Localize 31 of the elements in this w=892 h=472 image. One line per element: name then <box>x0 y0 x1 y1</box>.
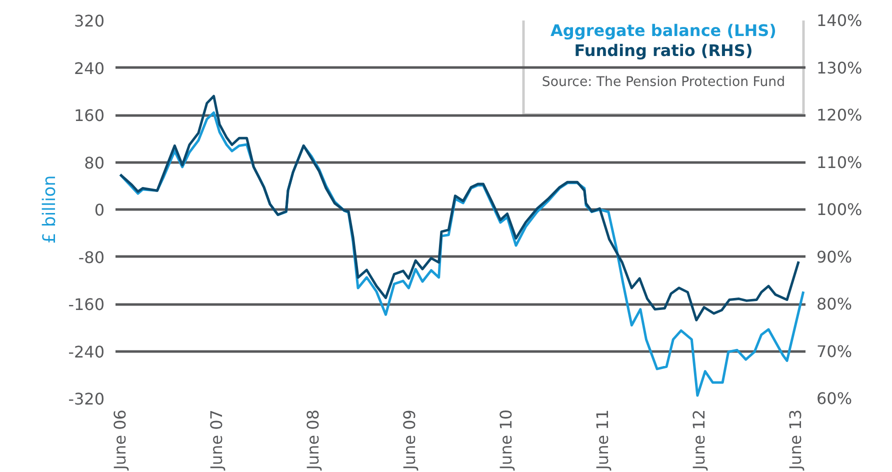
x-tick-label: June 09 <box>400 409 420 471</box>
y-tick-label: 80 <box>84 153 104 172</box>
y-axis-title: £ billion <box>40 175 60 244</box>
y2-tick-label: 110% <box>816 152 862 172</box>
y2-tick-label: 140% <box>816 11 862 30</box>
y2-tick-label: 60% <box>816 389 852 408</box>
x-tick-label: June 13 <box>786 409 805 471</box>
text: Funding ratio (RHS) <box>574 41 753 60</box>
x-tick-label: June 12 <box>690 409 709 471</box>
y2-tick-label: 120% <box>816 106 862 124</box>
annotation: Source: The Pension Protection Fund <box>542 75 786 90</box>
x-tick-label: June 11 <box>592 409 612 471</box>
line-series <box>119 94 800 322</box>
y-tick-label: 160 <box>74 106 105 125</box>
x-tick-label: June 06 <box>110 409 130 471</box>
y2-tick-label: 80% <box>816 294 852 314</box>
y2-tick-label: 100% <box>816 200 862 219</box>
y-tick-label: 0 <box>94 200 105 220</box>
y2-tick-label: 130% <box>816 58 862 78</box>
y-tick-label: -160 <box>68 295 104 314</box>
x-tick-label: June 10 <box>496 409 516 471</box>
y2-tick-label: 90% <box>816 247 852 266</box>
y-tick-label: 320 <box>74 12 105 30</box>
y-tick-label: -320 <box>68 390 104 408</box>
text: Aggregate balance (LHS) <box>550 21 776 40</box>
y2-tick-label: 70% <box>816 342 852 361</box>
y-tick-label: -240 <box>68 342 104 362</box>
y-tick-label: 240 <box>74 58 105 78</box>
x-tick-label: June 07 <box>206 409 226 471</box>
y-tick-label: -80 <box>78 248 105 267</box>
x-tick-label: June 08 <box>304 409 323 471</box>
